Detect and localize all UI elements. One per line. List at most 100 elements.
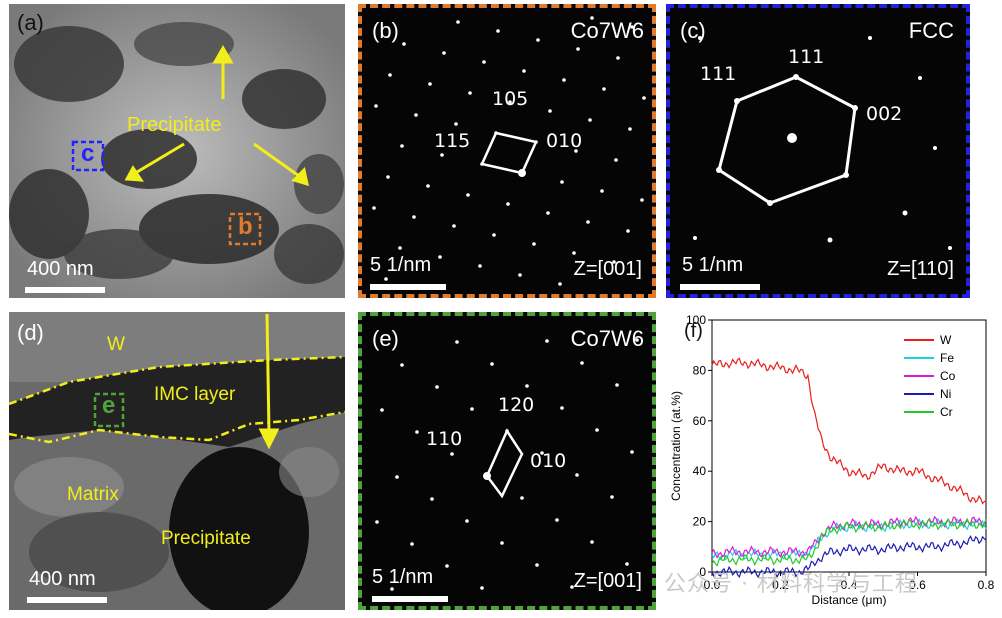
diffraction-spot — [452, 224, 456, 228]
panel-b-index-3: 010 — [546, 130, 583, 152]
diffraction-spot — [572, 251, 576, 255]
y-tick-label: 80 — [693, 363, 707, 377]
x-tick-label: 0.8 — [978, 578, 995, 592]
y-tick-label: 0 — [699, 565, 706, 579]
legend-label-w: W — [940, 333, 952, 347]
diffraction-spot — [492, 233, 496, 237]
diffraction-spot — [560, 180, 564, 184]
panel-a-scale-bar — [25, 287, 105, 293]
panel-a-scale-text: 400 nm — [27, 258, 94, 280]
diffraction-spot — [390, 587, 394, 591]
diffraction-spot — [640, 198, 644, 202]
diffraction-spot — [642, 96, 646, 100]
x-tick-label: 0.0 — [704, 578, 721, 592]
diffraction-spot — [626, 229, 630, 233]
diffraction-spot — [576, 47, 580, 51]
diffraction-spot — [384, 277, 388, 281]
diffraction-spot — [532, 242, 536, 246]
panel-e-index-1: 120 — [498, 394, 535, 416]
panel-d-label: (d) — [17, 320, 44, 345]
diffraction-spot — [380, 408, 384, 412]
panel-c-index-3: 002 — [866, 103, 903, 125]
panel-c-phase: FCC — [908, 18, 954, 43]
panel-e-phase: Co7W6 — [570, 326, 644, 351]
y-tick-label: 60 — [693, 414, 707, 428]
diffraction-spot — [635, 338, 639, 342]
panel-b-scale-text: 5 1/nm — [370, 254, 432, 276]
diffraction-spot — [548, 109, 552, 113]
diffraction-spot — [456, 20, 460, 24]
panel-e-index-2: 110 — [426, 428, 463, 450]
diffraction-spot — [546, 211, 550, 215]
legend-label-ni: Ni — [940, 387, 951, 401]
legend-label-cr: Cr — [940, 405, 953, 419]
diffraction-spot — [415, 430, 419, 434]
diffraction-spot — [580, 361, 584, 365]
panel-b-label: (b) — [372, 18, 399, 43]
diffraction-spot — [562, 78, 566, 82]
diffraction-spot — [630, 450, 634, 454]
panel-e-zone-axis: Z=[001] — [573, 570, 642, 592]
diffraction-spot — [525, 384, 529, 388]
diffraction-spot — [480, 586, 484, 590]
diffraction-spot — [560, 406, 564, 410]
diffraction-spot — [386, 175, 390, 179]
diffraction-spot — [466, 193, 470, 197]
series-line-ni — [711, 535, 987, 579]
w-label: W — [107, 334, 125, 355]
y-axis-label: Concentration (at.%) — [669, 391, 683, 501]
diffraction-spot — [508, 100, 512, 104]
diffraction-spot — [600, 189, 604, 193]
diffraction-spot — [496, 29, 500, 33]
diffraction-spot — [614, 158, 618, 162]
diffraction-spot — [490, 362, 494, 366]
precipitate-label-d: Precipitate — [161, 528, 251, 549]
panel-c-index-1: 111 — [700, 63, 737, 85]
diffraction-spot — [375, 520, 379, 524]
diffraction-spot — [520, 496, 524, 500]
diffraction-spot — [435, 385, 439, 389]
box-e-label: e — [102, 392, 116, 419]
diffraction-spot — [430, 497, 434, 501]
diffraction-spot — [500, 541, 504, 545]
panel-d-micrograph — [9, 312, 345, 610]
diffraction-spot — [482, 60, 486, 64]
panel-d-tem-image: (d) W IMC layer e Matrix Precipitate 400… — [9, 312, 345, 610]
panel-b-pattern — [372, 16, 646, 290]
diffraction-spot — [615, 383, 619, 387]
panel-b-phase: Co7W6 — [570, 18, 644, 43]
panel-c-index-2: 111 — [788, 46, 825, 68]
diffraction-spot — [402, 42, 406, 46]
diffraction-spot — [506, 202, 510, 206]
diffraction-spot — [398, 246, 402, 250]
diffraction-spot — [454, 122, 458, 126]
diffraction-spot — [616, 56, 620, 60]
series-line-cr — [711, 517, 987, 567]
diffraction-spot — [374, 104, 378, 108]
diffraction-spot — [468, 91, 472, 95]
diffraction-spot — [445, 564, 449, 568]
diffraction-spot — [400, 363, 404, 367]
concentration-line-chart: 0 20 40 60 80 100 0.0 0.2 0.4 0.6 0.8 Distance (μm)… — [669, 313, 995, 607]
diffraction-spot — [412, 215, 416, 219]
panel-b-index-1: 105 — [492, 88, 529, 110]
diffraction-spot — [588, 118, 592, 122]
diffraction-spot — [628, 127, 632, 131]
diffraction-spot — [630, 25, 634, 29]
diffraction-spot — [388, 73, 392, 77]
diffraction-spot — [575, 473, 579, 477]
diffraction-spot — [400, 144, 404, 148]
panel-c-saed: (c) FCC 111 111 002 5 1/nm Z=[110] — [666, 4, 970, 298]
panel-b-scale-bar — [370, 284, 446, 290]
panel-c-scale-bar — [680, 284, 760, 290]
diffraction-spot — [535, 563, 539, 567]
diffraction-spot — [438, 255, 442, 259]
diffraction-spot — [545, 339, 549, 343]
diffraction-spot — [555, 518, 559, 522]
diffraction-spot — [536, 38, 540, 42]
panel-e-saed: (e) Co7W6 120 110 010 5 1/nm Z=[001] — [358, 312, 656, 610]
panel-a-tem-image: (a) Precipitate c b 400 nm — [9, 4, 345, 298]
diffraction-spot — [465, 519, 469, 523]
panel-d-scale-bar — [27, 597, 107, 603]
diffraction-spot — [590, 16, 594, 20]
